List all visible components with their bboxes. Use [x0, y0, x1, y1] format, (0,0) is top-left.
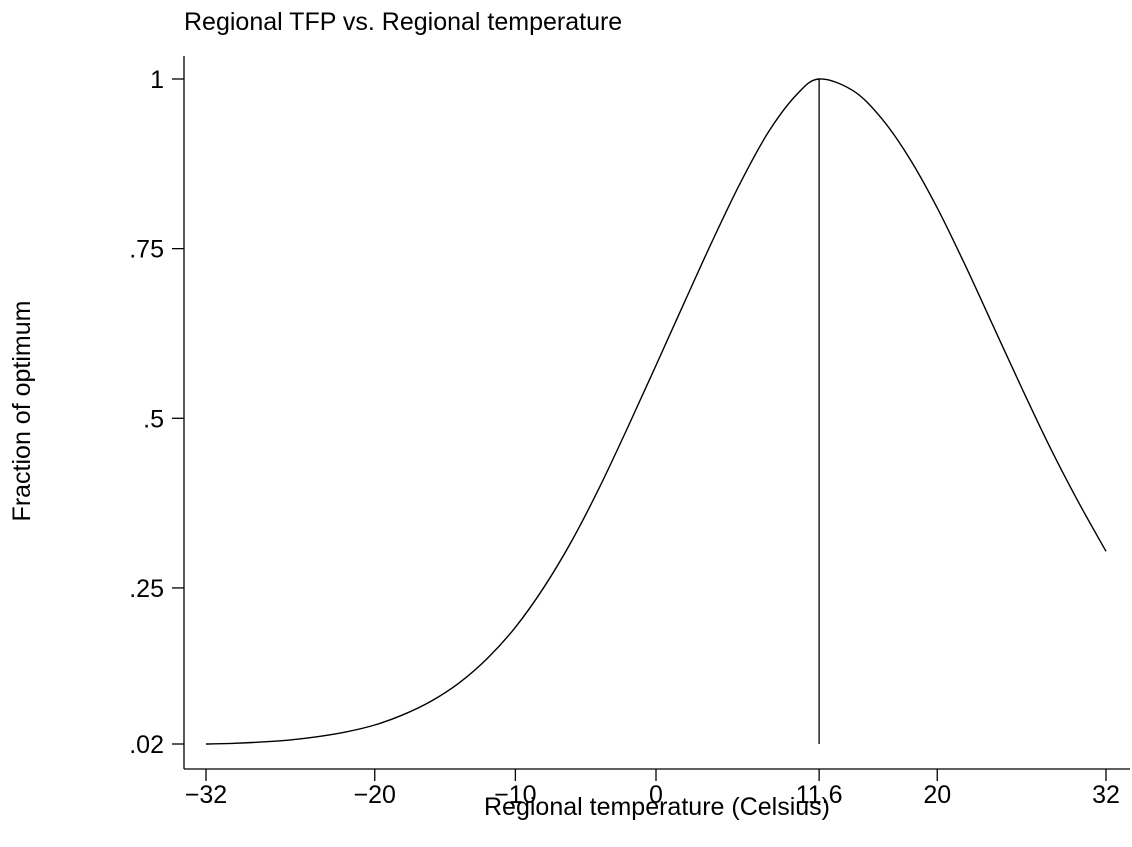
y-axis-label: Fraction of optimum — [8, 301, 36, 522]
x-ticks: −32 −20 −10 0 11.6 20 32 — [185, 769, 1120, 809]
y-axis: .02 .25 .5 .75 1 — [129, 56, 185, 769]
x-tick-label: −10 — [494, 781, 536, 809]
y-tick-label: .75 — [129, 236, 164, 264]
y-tick-label: 1 — [150, 66, 164, 94]
y-ticks: .02 .25 .5 .75 1 — [129, 66, 184, 759]
x-tick-label: 0 — [649, 781, 663, 809]
y-tick-label: .02 — [129, 731, 164, 759]
y-tick-label: .5 — [143, 405, 164, 433]
series-line — [205, 78, 1107, 745]
x-tick-label: 20 — [923, 781, 951, 809]
x-axis-label: Regional temperature (Celsius) — [484, 793, 830, 821]
x-tick-label: 32 — [1092, 781, 1120, 809]
x-tick-label: −20 — [354, 781, 396, 809]
x-axis: −32 −20 −10 0 11.6 20 32 — [184, 768, 1130, 809]
x-tick-label: −32 — [185, 781, 227, 809]
y-tick-label: .25 — [129, 575, 164, 603]
x-tick-label: 11.6 — [796, 781, 843, 809]
chart-title: Regional TFP vs. Regional temperature — [184, 8, 622, 36]
